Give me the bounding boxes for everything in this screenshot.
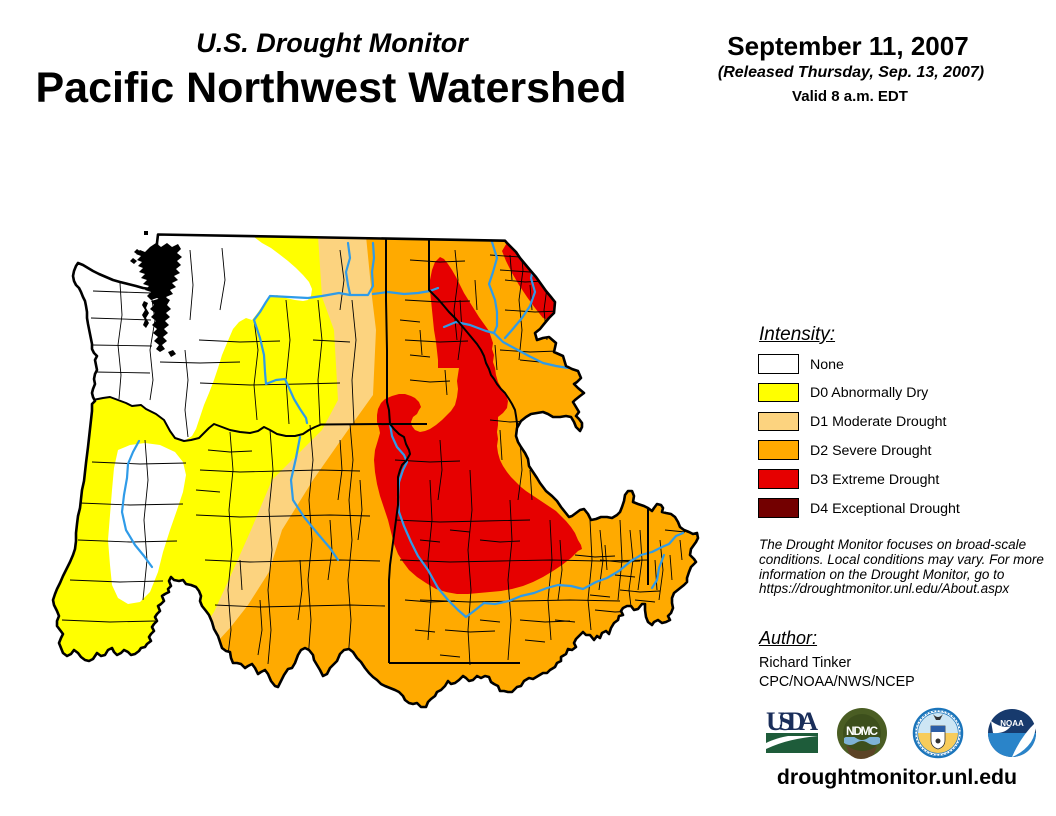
svg-text:USDA: USDA [766,707,818,736]
svg-text:NDMC: NDMC [846,724,878,738]
svg-text:NOAA: NOAA [1000,719,1024,728]
